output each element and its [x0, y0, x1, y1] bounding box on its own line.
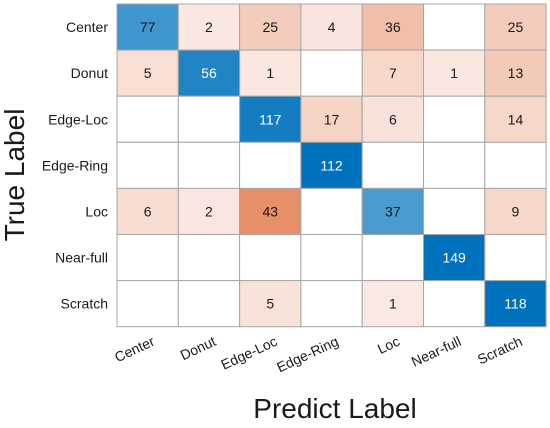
row-label-edge-loc: Edge-Loc	[48, 111, 108, 127]
cell-value-label: 117	[259, 111, 282, 127]
cell-value-label: 9	[512, 203, 520, 219]
cell-edge-ring-loc	[361, 141, 425, 189]
cell-edge-loc-donut	[177, 95, 241, 143]
cell-center-near-full	[423, 3, 486, 51]
row-tick-labels: Center Donut Edge-Loc Edge-Ring Loc Near-full…	[42, 19, 108, 312]
row-label-donut: Donut	[71, 65, 108, 81]
y-axis-title: True Label	[0, 109, 30, 242]
cell-value-label: 6	[389, 111, 397, 127]
cell-scratch-edge-ring	[300, 280, 363, 328]
cell-value-label: 7	[389, 65, 397, 81]
cell-donut-center	[116, 49, 179, 97]
cell-center-donut	[177, 3, 241, 51]
cell-value-label: 1	[389, 296, 397, 312]
cell-scratch-scratch	[484, 280, 547, 328]
matrix-cells	[116, 3, 547, 328]
col-label-donut: Donut	[178, 333, 219, 363]
cell-donut-edge-ring	[300, 49, 363, 97]
cell-near-full-center	[116, 234, 179, 282]
cell-scratch-near-full	[423, 280, 486, 328]
row-label-edge-ring: Edge-Ring	[42, 157, 108, 173]
cell-value-label: 1	[450, 65, 458, 81]
cell-loc-edge-loc	[239, 187, 302, 235]
x-axis-title: Predict Label	[253, 393, 416, 424]
cell-scratch-donut	[177, 280, 241, 328]
cell-center-edge-loc	[239, 3, 302, 51]
cell-edge-loc-near-full	[423, 95, 486, 143]
cell-loc-edge-ring	[300, 187, 363, 235]
cell-edge-ring-edge-ring	[300, 141, 363, 189]
cell-edge-loc-center	[116, 95, 179, 143]
cell-edge-ring-edge-loc	[239, 141, 302, 189]
row-label-scratch: Scratch	[61, 296, 108, 312]
cell-value-label: 6	[144, 203, 152, 219]
cell-value-label: 43	[262, 203, 278, 219]
cell-value-label: 77	[140, 19, 156, 35]
cell-edge-ring-scratch	[484, 141, 547, 189]
cell-value-label: 112	[320, 157, 343, 173]
cell-scratch-center	[116, 280, 179, 328]
cell-donut-scratch	[484, 49, 547, 97]
cell-donut-edge-loc	[239, 49, 302, 97]
cell-loc-near-full	[423, 187, 486, 235]
cell-near-full-donut	[177, 234, 241, 282]
cell-value-label: 13	[508, 65, 524, 81]
cell-value-label: 36	[385, 19, 401, 35]
cell-near-full-loc	[361, 234, 425, 282]
cell-near-full-scratch	[484, 234, 547, 282]
cell-value-label: 14	[508, 111, 524, 127]
cell-value-label: 1	[266, 65, 274, 81]
col-label-scratch: Scratch	[475, 333, 525, 368]
col-label-edge-loc: Edge-Loc	[218, 333, 279, 373]
cell-value-label: 5	[266, 296, 274, 312]
cell-edge-ring-donut	[177, 141, 241, 189]
col-label-center: Center	[112, 333, 157, 365]
cell-scratch-loc	[361, 280, 425, 328]
cell-center-center	[116, 3, 179, 51]
cell-edge-loc-edge-loc	[239, 95, 302, 143]
row-label-near-full: Near-full	[55, 250, 108, 266]
cell-value-label: 2	[205, 203, 213, 219]
cell-edge-loc-loc	[361, 95, 425, 143]
cell-value-label: 17	[324, 111, 340, 127]
cell-edge-loc-scratch	[484, 95, 547, 143]
cell-value-label: 2	[205, 19, 213, 35]
row-label-center: Center	[66, 19, 108, 35]
cell-value-label: 25	[262, 19, 278, 35]
cell-loc-center	[116, 187, 179, 235]
cell-edge-ring-near-full	[423, 141, 486, 189]
cell-value-label: 56	[201, 65, 217, 81]
row-label-loc: Loc	[85, 203, 108, 219]
cell-edge-loc-edge-ring	[300, 95, 363, 143]
col-label-loc: Loc	[375, 333, 402, 357]
cell-value-label: 25	[508, 19, 524, 35]
cell-value-label: 4	[328, 19, 336, 35]
cell-value-label: 149	[442, 250, 466, 266]
cell-near-full-edge-loc	[239, 234, 302, 282]
cell-donut-loc	[361, 49, 425, 97]
cell-value-label: 37	[385, 203, 401, 219]
cell-value-label: 118	[504, 296, 527, 312]
cell-value-label: 5	[144, 65, 152, 81]
cell-scratch-edge-loc	[239, 280, 302, 328]
cell-near-full-edge-ring	[300, 234, 363, 282]
col-label-near-full: Near-full	[409, 333, 464, 370]
col-label-edge-ring: Edge-Ring	[274, 333, 341, 375]
cell-edge-ring-center	[116, 141, 179, 189]
